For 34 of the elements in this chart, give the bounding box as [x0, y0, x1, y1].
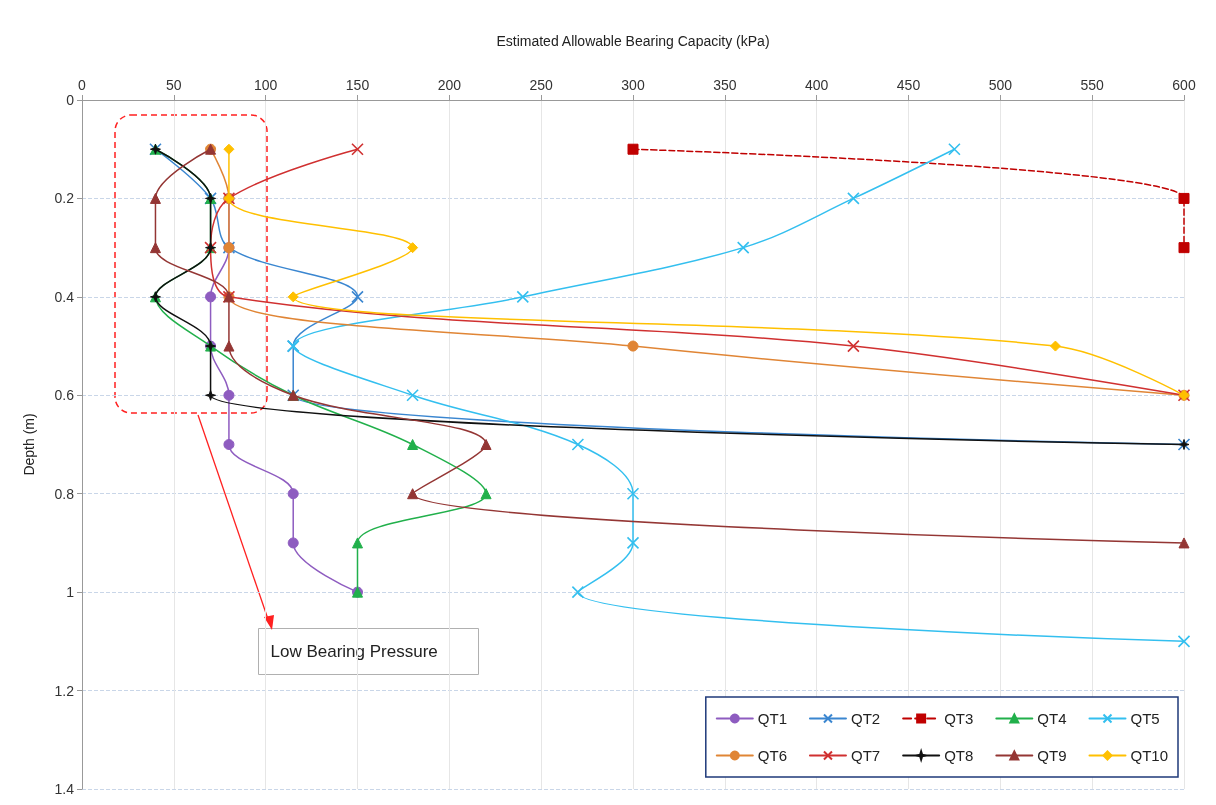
x-tick-label: 500 — [988, 77, 1013, 93]
x-axis-title: Estimated Allowable Bearing Capacity (kPa) — [496, 33, 770, 49]
legend-label: QT7 — [850, 747, 881, 764]
y-axis-title: Depth (m) — [21, 413, 37, 476]
legend-label: QT6 — [757, 747, 787, 764]
x-tick-label: 100 — [253, 77, 278, 93]
x-tick-label: 0 — [78, 77, 87, 93]
x-tick-label: 300 — [621, 77, 645, 93]
x-tick-label: 150 — [345, 77, 370, 93]
y-tick-label: 0 — [66, 92, 75, 108]
x-tick-label: 400 — [804, 77, 829, 93]
x-tick-label: 350 — [713, 77, 737, 93]
legend-label: QT3 — [944, 710, 974, 727]
x-tick-label: 200 — [437, 77, 462, 93]
x-tick-label: 50 — [166, 77, 182, 93]
legend-label: QT8 — [944, 747, 974, 764]
legend-label: QT5 — [1130, 710, 1160, 727]
x-tick-label: 250 — [529, 77, 554, 93]
legend-label: QT2 — [850, 710, 881, 727]
legend-label: QT9 — [1037, 747, 1067, 764]
x-tick-label: 550 — [1080, 77, 1105, 93]
y-tick-label: 0.2 — [54, 190, 75, 207]
x-tick-label: 600 — [1172, 77, 1196, 93]
y-tick-label: 1.2 — [54, 682, 75, 699]
y-tick-label: 0.4 — [54, 288, 75, 305]
y-tick-label: 1 — [66, 584, 75, 601]
legend-label: QT1 — [757, 710, 787, 727]
y-tick-label: 0.8 — [54, 485, 75, 502]
x-tick-label: 450 — [896, 77, 921, 93]
annotation: Low Bearing Pressure — [270, 641, 438, 661]
legend-label: QT4 — [1037, 710, 1067, 727]
y-tick-label: 1.4 — [54, 781, 75, 797]
legend-label: QT10 — [1130, 747, 1168, 764]
y-tick-label: 0.6 — [54, 387, 75, 404]
